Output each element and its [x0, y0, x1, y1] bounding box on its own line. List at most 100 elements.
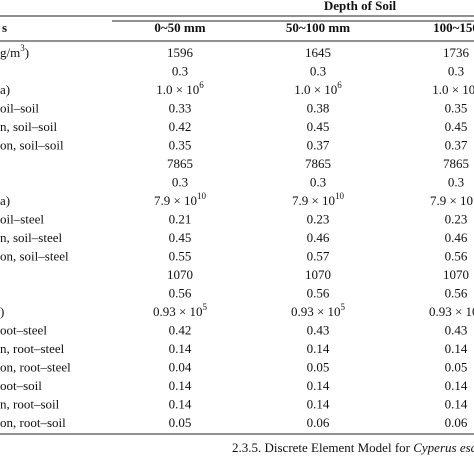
cell: 7.9 × 1010: [430, 191, 474, 208]
cell: 0.56: [445, 285, 468, 300]
cell: 0.43: [445, 322, 468, 337]
cell-exp: 6: [337, 80, 342, 90]
cell: 0.14: [445, 396, 468, 411]
cell-base: 1.0 × 10: [156, 82, 199, 97]
cell: 0.45: [307, 119, 330, 134]
cell: 0.14: [169, 341, 192, 356]
cell: 0.42: [169, 119, 192, 134]
cell: 0.43: [307, 322, 330, 337]
cell: on, soil–steel: [0, 248, 69, 263]
cell: 0.05: [169, 415, 192, 430]
cell: 7865: [167, 156, 193, 171]
caption-italic: Cyperus esculentus: [413, 440, 474, 455]
cell-base: 1.0 × 10: [432, 82, 474, 97]
cell: 0.14: [445, 341, 468, 356]
cell-base: 0.93 × 10: [153, 304, 203, 319]
cell: 7.9 × 1010: [154, 191, 207, 208]
cell: 0.35: [445, 100, 468, 115]
cell-base: 7.9 × 10: [154, 193, 197, 208]
cell: 0.14: [169, 396, 192, 411]
cell: 0.45: [445, 119, 468, 134]
cell: 0.93 × 105: [153, 302, 208, 319]
caption-text: 2.3.5. Discrete Element Model for: [232, 440, 413, 455]
cell: 0.05: [307, 359, 330, 374]
cell-exp: 6: [199, 80, 204, 90]
cell: 0.57: [307, 248, 330, 263]
cell: 0.3: [172, 63, 188, 78]
cell-exp: 5: [203, 302, 208, 312]
cell: 0.33: [169, 100, 192, 115]
cell: 0.35: [169, 137, 192, 152]
cell-base: 7.9 × 10: [292, 193, 335, 208]
cell: ): [0, 304, 4, 319]
cell-exp: 3: [20, 43, 25, 53]
cell: 7865: [305, 156, 331, 171]
cell: 1070: [305, 267, 331, 282]
cell: 0.42: [169, 322, 192, 337]
cell: 0.3: [448, 174, 464, 189]
cell: 0.3: [172, 174, 188, 189]
cell: 1.0 × 106: [432, 80, 474, 97]
column-header: 50~100 mm: [286, 20, 350, 35]
cell-base: g/m: [0, 45, 20, 60]
cell: a): [0, 82, 10, 97]
cell: on, soil–soil: [0, 137, 64, 152]
cell: 0.06: [445, 415, 468, 430]
cell: 0.05: [445, 359, 468, 374]
cell: on, root–soil: [0, 415, 66, 430]
cell: 0.14: [307, 378, 330, 393]
cell: 0.46: [307, 230, 330, 245]
cell: 0.14: [307, 396, 330, 411]
group-header: Depth of Soil: [324, 0, 397, 13]
cell-exp: 10: [197, 191, 207, 201]
cell: 0.56: [445, 248, 468, 263]
caption: 2.3.5. Discrete Element Model for Cyperu…: [232, 440, 474, 455]
cell: 7.9 × 1010: [292, 191, 345, 208]
cell-base: 0.93 × 10: [429, 304, 474, 319]
cell: 0.46: [445, 230, 468, 245]
cell: 0.93 × 105: [429, 302, 474, 319]
cell: 0.3: [310, 63, 326, 78]
cell: g/m3): [0, 43, 29, 60]
cell: 0.06: [307, 415, 330, 430]
cell: 0.14: [307, 341, 330, 356]
cell: 0.3: [448, 63, 464, 78]
cell: n, root–steel: [0, 341, 65, 356]
cell: 0.93 × 105: [291, 302, 346, 319]
cell-tail: ): [25, 45, 29, 60]
cell: 7865: [443, 156, 469, 171]
cell: 1736: [443, 45, 470, 60]
cell: n, soil–soil: [0, 119, 57, 134]
cell: 0.55: [169, 248, 192, 263]
cell: 1596: [167, 45, 194, 60]
cell: 0.14: [445, 378, 468, 393]
cell: 1.0 × 106: [294, 80, 342, 97]
cell-base: 7.9 × 10: [430, 193, 473, 208]
cell-exp: 5: [341, 302, 346, 312]
column-header: 0~50 mm: [154, 20, 205, 35]
cell: 0.14: [169, 378, 192, 393]
cell: 1.0 × 106: [156, 80, 204, 97]
cell: 0.56: [307, 285, 330, 300]
cell: 0.3: [310, 174, 326, 189]
cell-base: 1.0 × 10: [294, 82, 337, 97]
cell: oot–steel: [0, 322, 47, 337]
cell: 0.45: [169, 230, 192, 245]
cell: 0.23: [307, 211, 330, 226]
stub-header: s: [2, 20, 7, 35]
cell: 1070: [167, 267, 193, 282]
cell: oot–soil: [0, 378, 42, 393]
cell-base: 0.93 × 10: [291, 304, 341, 319]
column-header: 100~150: [433, 20, 474, 35]
cell: 1645: [305, 45, 331, 60]
cell: 0.04: [169, 359, 192, 374]
cell: 0.37: [445, 137, 468, 152]
cell: n, soil–steel: [0, 230, 62, 245]
cell: 0.56: [169, 285, 192, 300]
cell: on, root–steel: [0, 359, 71, 374]
cell: oil–steel: [0, 211, 44, 226]
cell: 0.37: [307, 137, 330, 152]
cell: a): [0, 193, 10, 208]
cell: oil–soil: [0, 100, 39, 115]
